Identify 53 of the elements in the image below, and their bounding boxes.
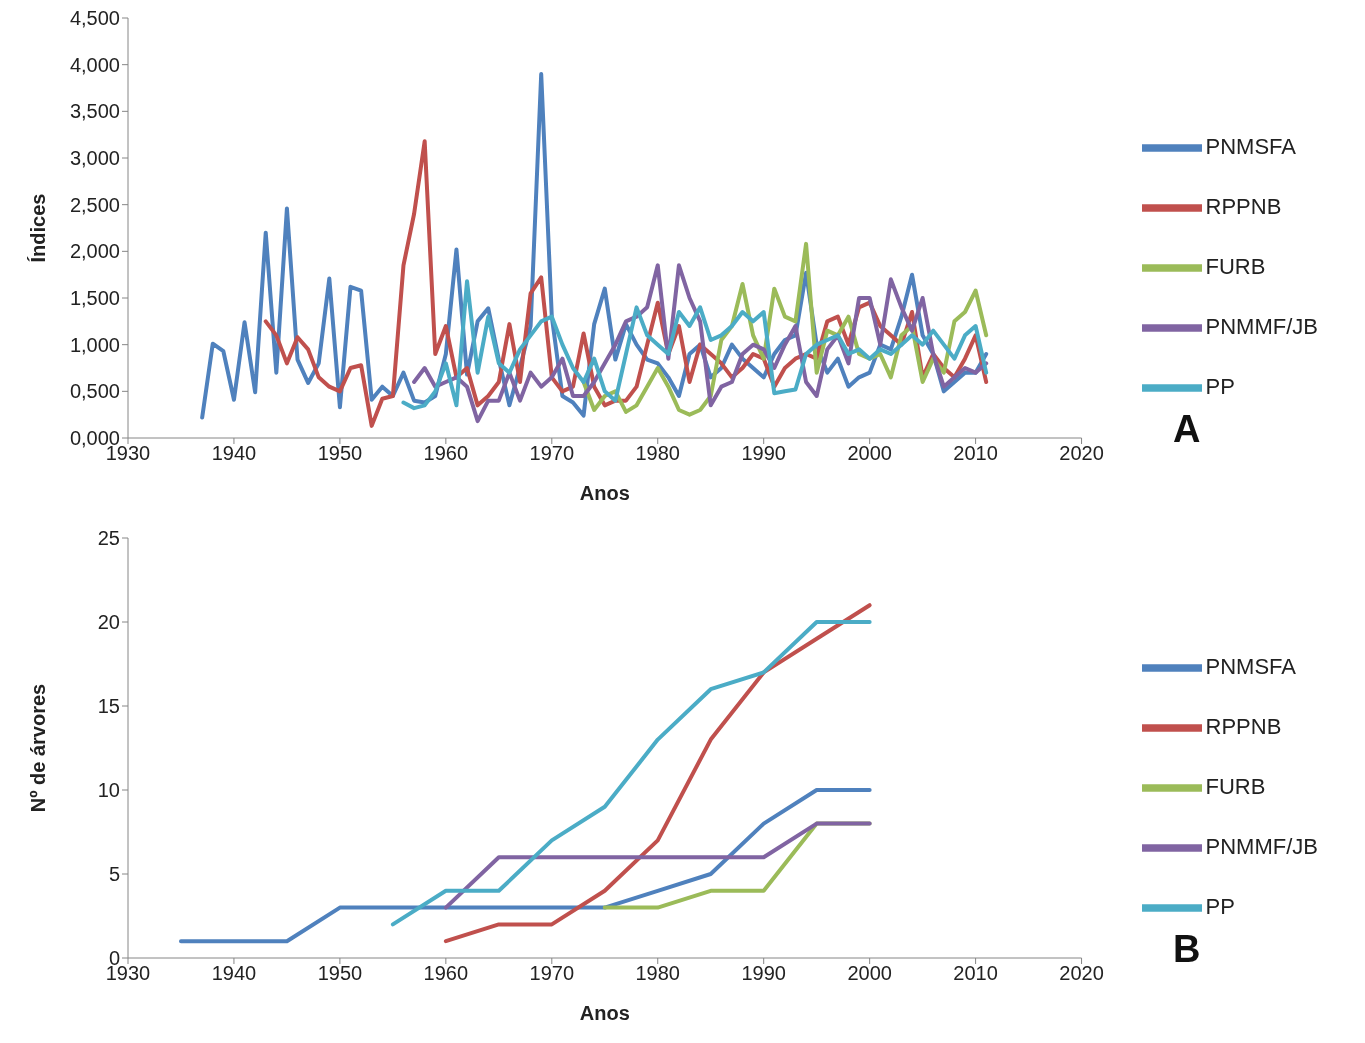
y-tick-label: 3,500 [69, 100, 120, 123]
x-tick-label: 1950 [317, 962, 363, 985]
x-tick-label: 2000 [847, 962, 892, 985]
x-tick-label: 1940 [211, 442, 257, 465]
y-tick-label: 10 [97, 779, 120, 802]
legend-label: RPPNB [1205, 713, 1282, 739]
y-tick-label: 2,500 [69, 193, 120, 216]
line-series [178, 788, 872, 944]
y-tick-label: 15 [97, 695, 120, 718]
x-tick-label: 1980 [635, 442, 680, 465]
line-series [390, 620, 872, 927]
y-axis-title: Nº de árvores [27, 683, 50, 813]
x-tick-label: 2010 [953, 442, 998, 465]
y-tick-label: 25 [97, 527, 120, 550]
line-series [443, 603, 872, 944]
x-tick-label: 2000 [847, 442, 892, 465]
y-tick-label: 4,000 [69, 53, 120, 76]
legend-label: RPPNB [1205, 193, 1282, 219]
y-tick-label: 4,500 [69, 7, 120, 30]
x-tick-label: 1970 [529, 962, 575, 985]
text: B [1173, 928, 1201, 971]
y-tick-label: 5 [108, 863, 120, 886]
x-axis-title: Anos [579, 1002, 630, 1024]
legend-label: PNMSFA [1205, 653, 1297, 679]
legend-label: PNMSFA [1205, 133, 1297, 159]
x-tick-label: 1960 [423, 442, 469, 465]
line-series [412, 263, 989, 424]
text: A [1173, 408, 1201, 451]
legend-label: PNMMF/JB [1205, 313, 1318, 339]
x-tick-label: 2020 [1059, 442, 1104, 465]
x-tick-label: 1960 [423, 962, 469, 985]
x-tick-label: 1990 [741, 442, 786, 465]
y-tick-label: 0,500 [69, 380, 120, 403]
y-tick-label: 1,500 [69, 287, 120, 310]
x-axis-title: Anos [579, 482, 630, 504]
legend-label: FURB [1205, 773, 1266, 799]
y-tick-label: 20 [97, 611, 120, 634]
y-tick-label: 2,000 [69, 240, 120, 263]
x-tick-label: 1950 [317, 442, 363, 465]
line-series [401, 279, 989, 411]
legend-label: PNMMF/JB [1205, 833, 1318, 859]
x-tick-label: 2020 [1059, 962, 1104, 985]
legend-label: PP [1205, 373, 1235, 399]
legend-label: PP [1205, 893, 1235, 919]
y-tick-label: 1,000 [69, 333, 120, 356]
y-axis-title: Índices [27, 193, 50, 263]
x-tick-label: 1980 [635, 962, 680, 985]
legend-label: FURB [1205, 253, 1266, 279]
x-tick-label: 1970 [529, 442, 575, 465]
x-tick-label: 1940 [211, 962, 257, 985]
x-tick-label: 2010 [953, 962, 998, 985]
y-tick-label: 3,000 [69, 147, 120, 170]
x-tick-label: 1990 [741, 962, 786, 985]
